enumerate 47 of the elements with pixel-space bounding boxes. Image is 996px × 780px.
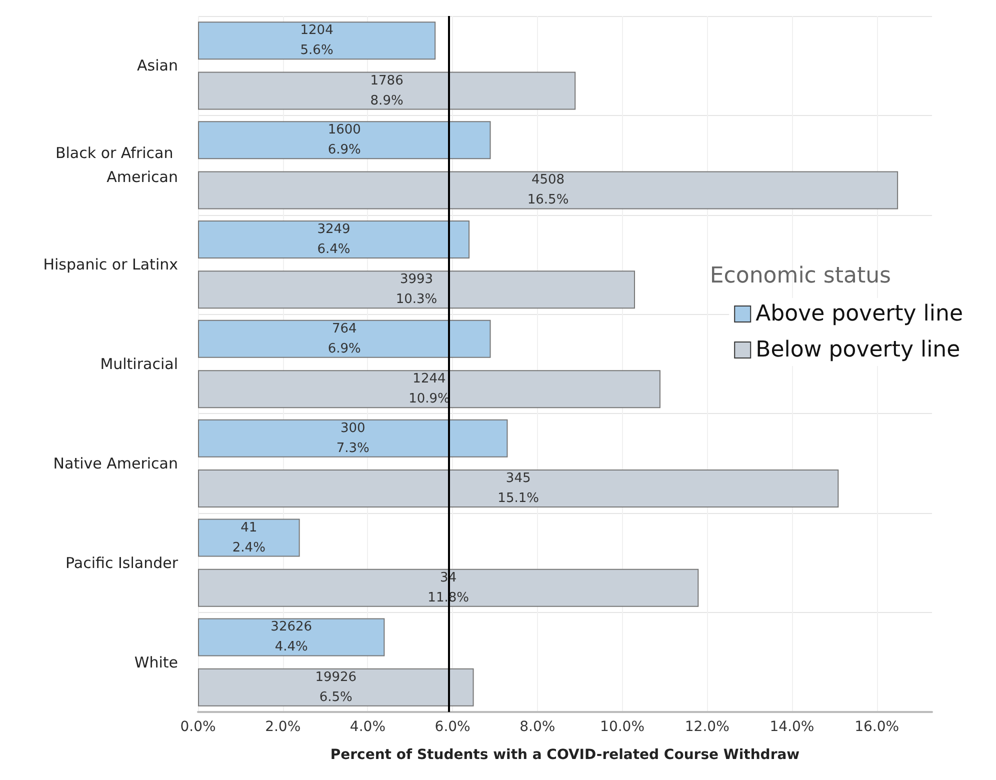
data-label: 19926 6.5% [315,670,357,705]
bar [198,320,491,358]
bar [198,171,898,210]
y-tick-label: Pacific Islander [66,554,179,572]
x-tick-label: 0.0% [180,719,216,735]
y-tick-label: Hispanic or Latinx [43,256,178,274]
legend-label: Above poverty line [756,302,963,326]
x-axis-title: Percent of Students with a COVID-related Course Withdraw [330,747,800,763]
data-label: 32626 4.4% [270,620,312,655]
bar [198,22,436,60]
data-label: 300 7.3% [336,420,370,456]
bar [198,668,474,706]
bar [198,470,839,508]
legend-title: Economic status [710,264,891,288]
x-tick-label: 12.0% [684,719,730,735]
bar [198,419,508,458]
x-tick-label: 10.0% [600,719,645,735]
data-label: 3249 6.4% [317,222,350,257]
data-label: 3993 10.3% [396,272,438,308]
data-label: 4508 16.5% [527,172,569,208]
data-label: 345 15.1% [498,471,539,506]
bar [198,270,636,309]
data-label: 1244 10.9% [408,372,450,407]
data-label: 1786 8.9% [370,73,404,108]
x-tick-label: 6.0% [434,719,470,735]
data-label: 764 6.9% [328,321,361,356]
y-tick-label: Native American [53,454,178,472]
bar [198,72,576,110]
x-tick-label: 4.0% [350,719,386,735]
data-label: 1600 6.9% [328,122,361,158]
data-label: 1204 5.6% [300,23,334,58]
y-tick-label: Black or African American [55,144,178,186]
bar [198,518,300,557]
x-tick-label: 8.0% [520,719,556,735]
bar [198,618,385,656]
x-tick-label: 16.0% [854,719,900,735]
bar [198,121,491,160]
x-tick-label: 14.0% [770,719,814,735]
bar [198,568,699,607]
legend-label: Below poverty line [756,338,960,362]
y-tick-label: White [134,653,178,672]
y-tick-label: Multiracial [100,355,178,373]
bar [198,220,470,258]
bar [198,370,660,408]
y-tick-label: Asian [137,56,178,75]
data-label: 41 2.4% [232,520,266,556]
x-tick-label: 2.0% [265,719,301,735]
